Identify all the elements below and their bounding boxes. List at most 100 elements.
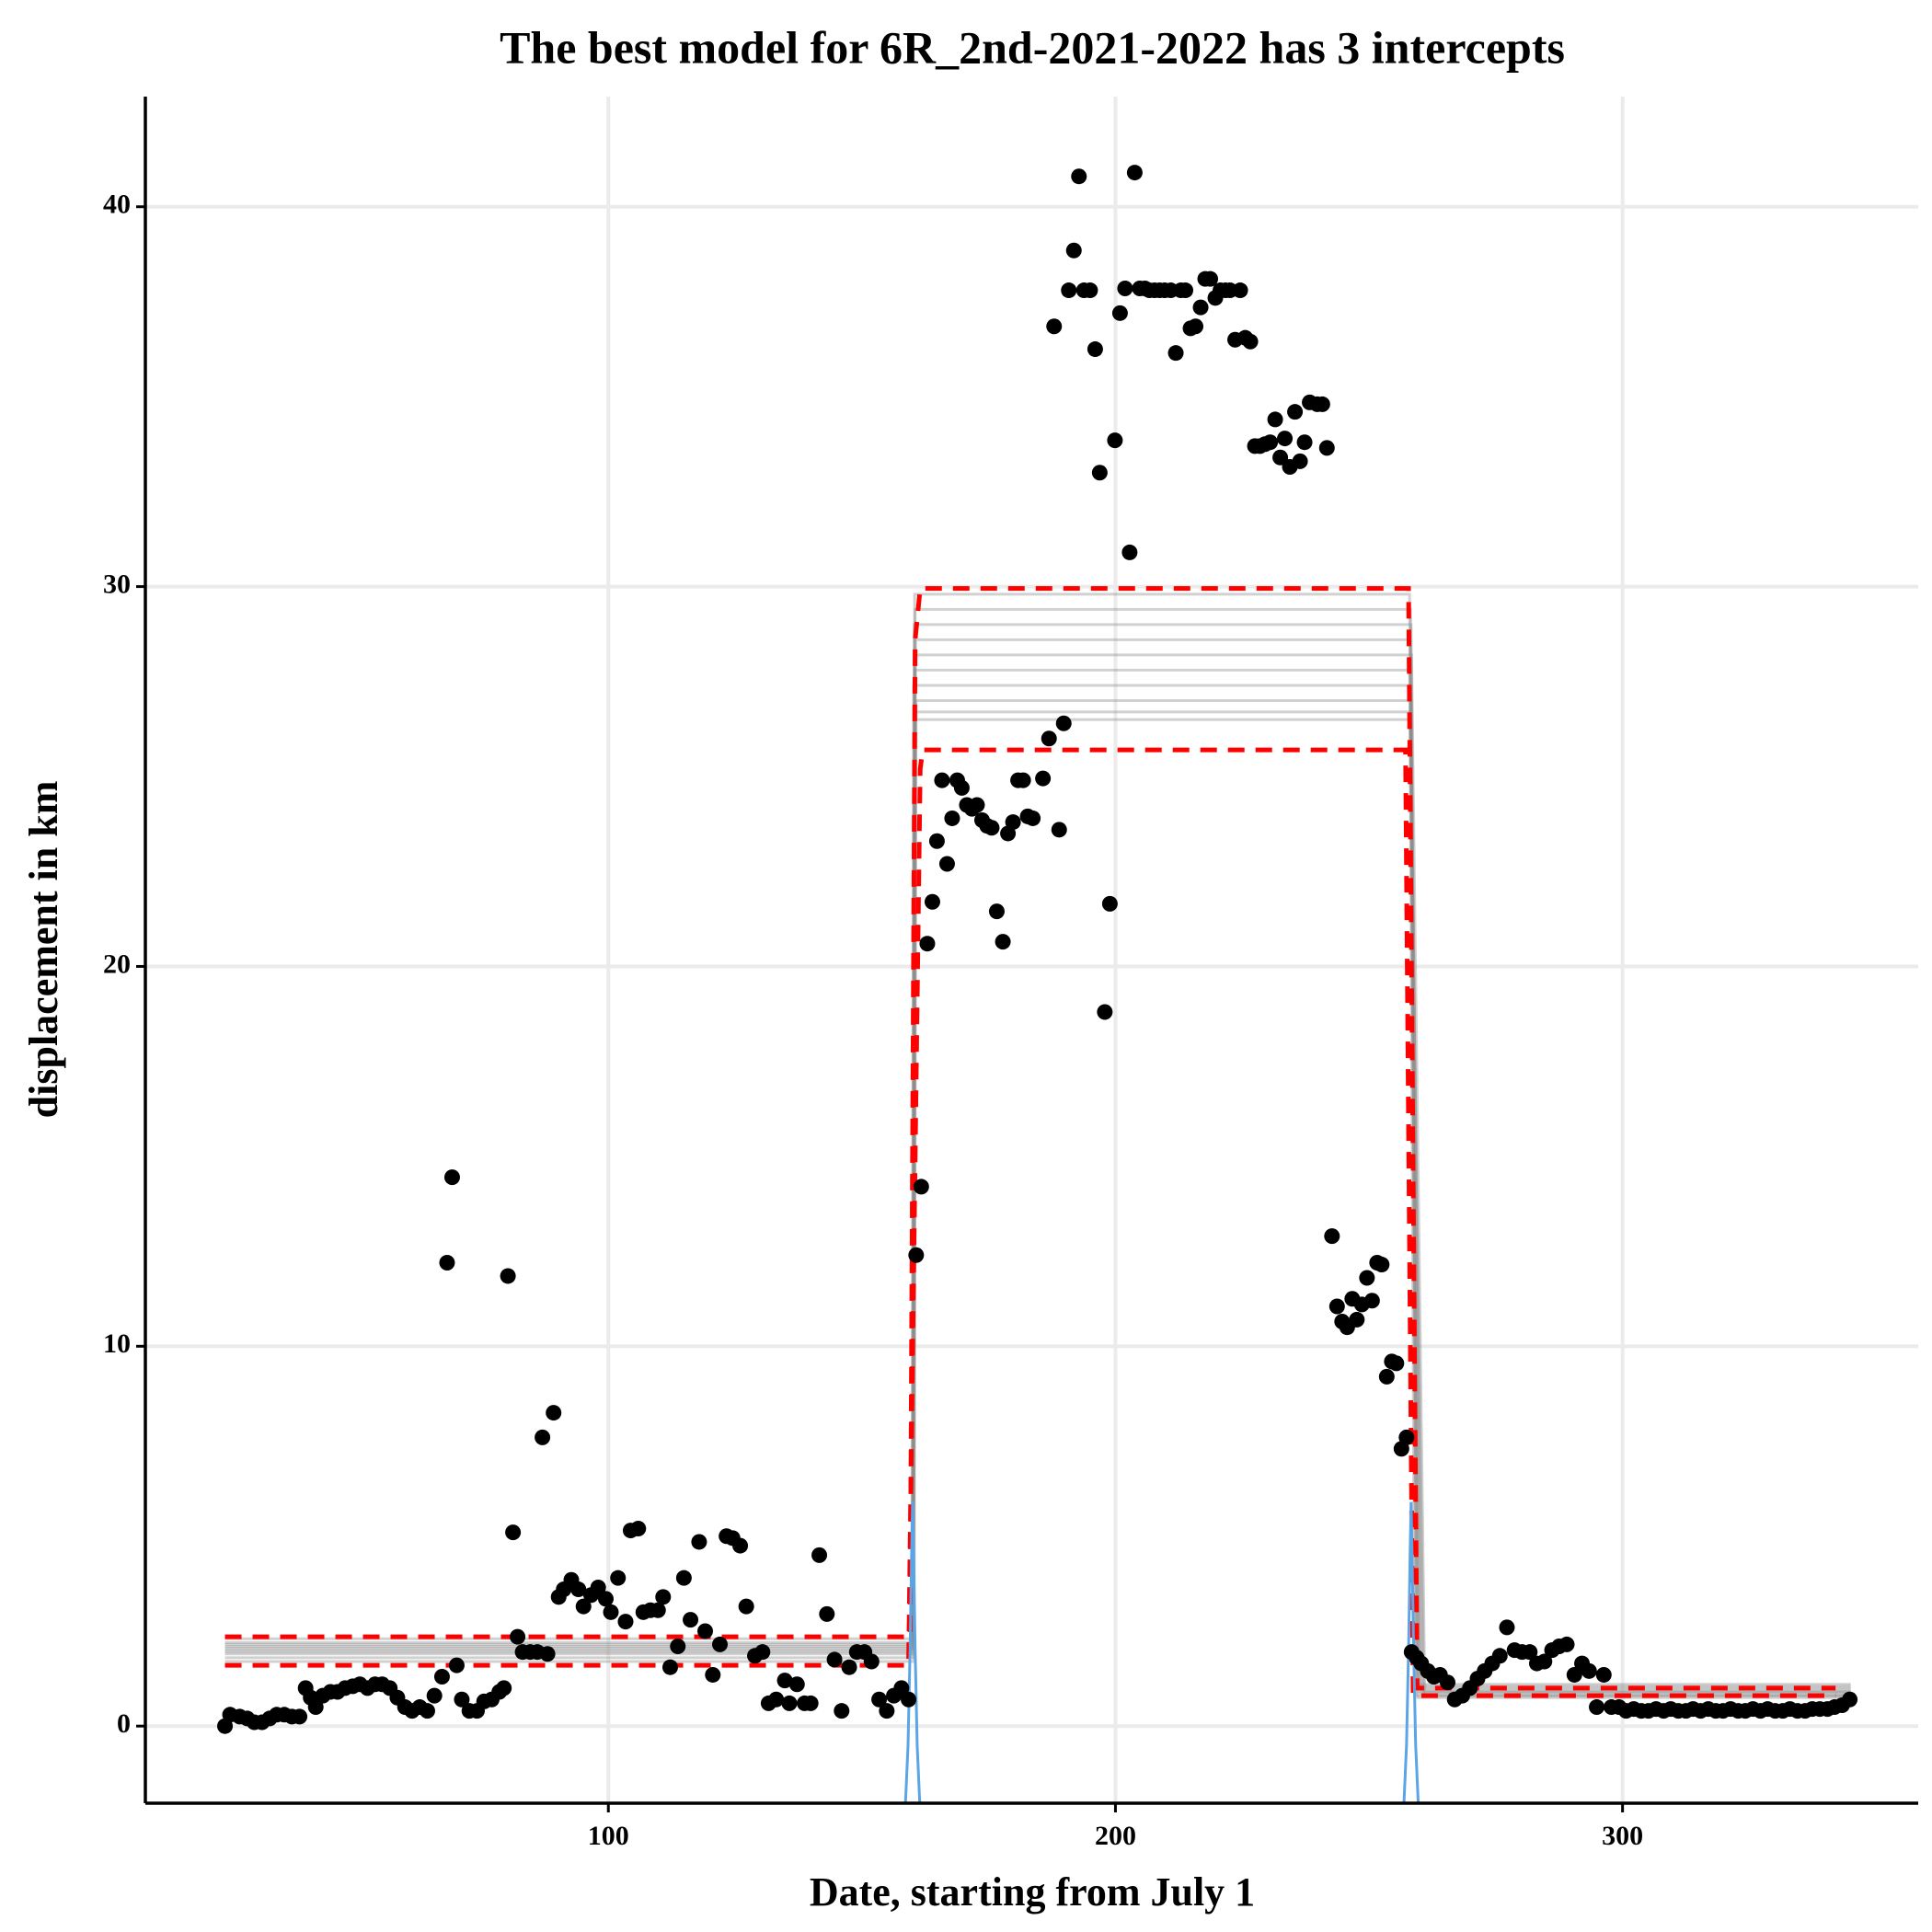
grid [145,97,1918,1803]
data-point [1232,282,1248,299]
x-tick-label: 300 [1602,1821,1643,1851]
data-point [738,1598,754,1615]
data-point [454,1691,470,1708]
data-point [924,893,940,910]
data-point [292,1708,308,1725]
data-point [1388,1355,1405,1372]
data-point [1349,1311,1365,1328]
data-point [732,1537,749,1554]
data-point [802,1695,819,1711]
data-point [1035,770,1052,787]
data-point [934,772,950,788]
data-point [1491,1648,1508,1664]
data-point [1046,318,1063,335]
data-point [983,820,1000,836]
y-tick-label: 0 [117,1708,131,1739]
data-point [570,1581,587,1598]
data-point [439,1254,455,1271]
data-point [505,1524,522,1541]
data-point [788,1676,805,1693]
data-point [705,1666,721,1683]
data-point [1272,449,1289,466]
data-point [1015,772,1031,788]
axes: 0 10 20 30 40 100 200 300 [103,97,1918,1851]
data-point [426,1687,443,1704]
data-point [691,1534,707,1550]
data-point [871,1691,888,1708]
data-point [1117,280,1133,296]
data-point [901,1691,917,1708]
data-point [1287,404,1304,420]
data-point [539,1646,556,1662]
data-point [1005,814,1021,831]
data-point [893,1680,910,1696]
data-point [1192,299,1209,316]
x-tick-label: 200 [1095,1821,1136,1851]
data-point [575,1598,592,1615]
data-point [670,1638,686,1654]
data-point [1398,1429,1415,1445]
model-sample-line [224,607,1851,1688]
data-point [944,810,960,826]
data-point [879,1703,895,1719]
data-point [1082,282,1098,299]
data-point [834,1703,850,1719]
data-point [610,1570,627,1586]
data-point [1101,895,1118,912]
data-point [1595,1666,1612,1683]
data-point [712,1636,729,1652]
model-sample-line [224,653,1851,1694]
data-point [1536,1653,1553,1670]
data-point [953,779,970,796]
data-point [1324,1228,1340,1245]
data-point [597,1591,614,1607]
data-point [630,1520,647,1536]
y-tick-label: 40 [103,190,131,220]
data-point [988,903,1005,920]
data-point [928,833,945,849]
data-point [826,1651,843,1668]
data-point [419,1703,435,1719]
data-point [908,1247,925,1263]
data-point [1328,1298,1345,1315]
data-point [510,1628,526,1645]
data-point [938,856,955,872]
data-point [1188,318,1204,335]
data-point [448,1657,465,1673]
data-point [1107,432,1123,449]
data-point [1566,1666,1582,1683]
model-sample-line [224,710,1851,1697]
data-point [1065,242,1082,259]
changepoint-density [903,1501,922,1802]
data-point [819,1605,835,1622]
y-tick-label: 20 [103,949,131,979]
data-point [1374,1257,1390,1273]
data-point [1359,1270,1375,1286]
data-point [969,797,985,813]
data-point [768,1691,785,1708]
data-point [1111,305,1128,321]
data-point [546,1405,562,1421]
data-point [500,1268,516,1284]
data-point [1061,282,1077,299]
data-point [1126,165,1143,181]
model-sample-line [224,668,1851,1694]
data-point [1071,168,1087,185]
data-point [1087,341,1103,358]
data-point [307,1699,324,1716]
model-sample-line [224,592,1851,1686]
data-point [443,1169,460,1186]
data-point [433,1669,450,1685]
data-point [841,1659,857,1675]
data-point [1842,1691,1858,1708]
data-point [590,1579,606,1595]
data-point [683,1612,699,1628]
data-point [754,1644,771,1661]
interval-line [224,586,1836,1691]
data-point [1242,333,1259,350]
data-point [781,1695,798,1711]
data-point [1581,1662,1597,1679]
x-tick-label: 100 [588,1821,629,1851]
